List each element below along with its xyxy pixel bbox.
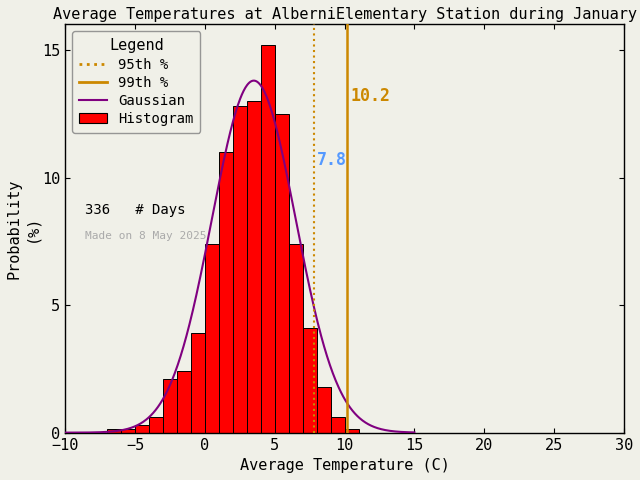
- Bar: [233, 106, 247, 432]
- Bar: [289, 244, 303, 432]
- Bar: [317, 387, 331, 432]
- Bar: [275, 114, 289, 432]
- Bar: [303, 328, 317, 432]
- Bar: [260, 45, 275, 432]
- Y-axis label: Probability
(%): Probability (%): [7, 179, 39, 279]
- Text: 336   # Days: 336 # Days: [84, 204, 186, 217]
- Bar: [331, 417, 344, 432]
- Bar: [135, 425, 149, 432]
- Text: Made on 8 May 2025: Made on 8 May 2025: [84, 231, 206, 241]
- Bar: [344, 429, 358, 432]
- Bar: [107, 429, 121, 432]
- Legend: 95th %, 99th %, Gaussian, Histogram: 95th %, 99th %, Gaussian, Histogram: [72, 32, 200, 133]
- X-axis label: Average Temperature (C): Average Temperature (C): [239, 458, 449, 473]
- Text: 10.2: 10.2: [351, 87, 391, 105]
- Bar: [219, 152, 233, 432]
- Bar: [149, 417, 163, 432]
- Text: 7.8: 7.8: [317, 151, 348, 169]
- Bar: [177, 372, 191, 432]
- Bar: [247, 101, 260, 432]
- Bar: [121, 429, 135, 432]
- Bar: [163, 379, 177, 432]
- Bar: [191, 333, 205, 432]
- Bar: [205, 244, 219, 432]
- Title: Average Temperatures at AlberniElementary Station during January: Average Temperatures at AlberniElementar…: [52, 7, 637, 22]
